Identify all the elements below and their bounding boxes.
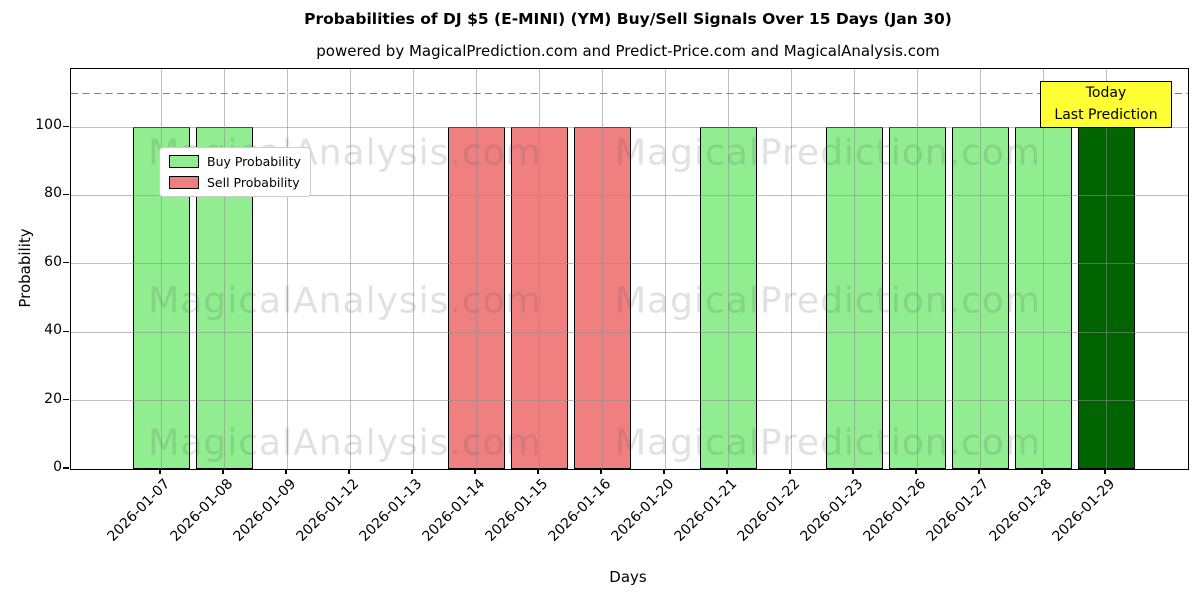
x-tick-label: 2026-01-29: [1049, 476, 1119, 545]
x-tick-label: 2026-01-12: [293, 476, 363, 545]
y-tick-mark: [63, 467, 69, 469]
gridline-vertical: [475, 69, 477, 469]
gridline-horizontal: [71, 263, 1188, 265]
y-tick-mark: [63, 399, 69, 401]
watermark-text: MagicalPrediction.com: [615, 280, 1041, 322]
x-tick-mark: [537, 469, 539, 474]
gridline-vertical: [979, 69, 981, 469]
x-tick-label: 2026-01-27: [923, 476, 993, 545]
x-tick-label: 2026-01-28: [986, 476, 1056, 545]
watermark-text: MagicalAnalysis.com: [148, 422, 542, 464]
x-tick-mark: [1041, 469, 1043, 474]
gridline-vertical: [286, 69, 288, 469]
x-tick-label: 2026-01-16: [545, 476, 615, 545]
sell-swatch-icon: [169, 176, 199, 189]
dashed-guideline: [71, 92, 1188, 95]
gridline-horizontal: [71, 400, 1188, 402]
x-tick-mark: [915, 469, 917, 474]
legend-label-sell: Sell Probability: [207, 175, 300, 190]
y-tick-mark: [63, 125, 69, 127]
buy-swatch-icon: [169, 155, 199, 168]
gridline-vertical: [160, 69, 162, 469]
y-tick-label: 80: [44, 185, 62, 202]
legend-label-buy: Buy Probability: [207, 154, 301, 169]
gridline-horizontal: [71, 194, 1188, 196]
x-tick-mark: [726, 469, 728, 474]
gridline-horizontal: [71, 126, 1188, 128]
gridline-vertical: [538, 69, 540, 469]
legend-item-buy: Buy Probability: [169, 154, 301, 169]
x-tick-mark: [474, 469, 476, 474]
y-tick-label: 100: [35, 117, 62, 134]
gridline-vertical: [412, 69, 414, 469]
y-tick-label: 20: [44, 390, 62, 407]
x-tick-mark: [411, 469, 413, 474]
gridline-vertical: [727, 69, 729, 469]
watermark-text: MagicalPrediction.com: [615, 422, 1041, 464]
x-tick-label: 2026-01-08: [167, 476, 237, 545]
watermark-text: MagicalAnalysis.com: [148, 280, 542, 322]
x-tick-mark: [285, 469, 287, 474]
x-tick-mark: [159, 469, 161, 474]
x-tick-label: 2026-01-23: [797, 476, 867, 545]
today-annotation-line1: Today: [1085, 85, 1127, 101]
watermark-text: MagicalPrediction.com: [615, 132, 1041, 174]
today-annotation-line2: Last Prediction: [1054, 106, 1158, 123]
legend-item-sell: Sell Probability: [169, 175, 301, 190]
x-tick-mark: [222, 469, 224, 474]
x-tick-label: 2026-01-14: [419, 476, 489, 545]
x-tick-label: 2026-01-26: [860, 476, 930, 545]
x-tick-label: 2026-01-09: [230, 476, 300, 545]
x-tick-label: 2026-01-15: [482, 476, 552, 545]
x-tick-mark: [663, 469, 665, 474]
gridline-vertical: [1042, 69, 1044, 469]
x-tick-mark: [1104, 469, 1106, 474]
x-tick-mark: [600, 469, 602, 474]
x-tick-mark: [852, 469, 854, 474]
x-tick-mark: [789, 469, 791, 474]
y-tick-mark: [63, 330, 69, 332]
gridline-vertical: [1105, 69, 1107, 469]
legend: Buy Probability Sell Probability: [159, 147, 311, 197]
chart-subtitle: powered by MagicalPrediction.com and Pre…: [316, 42, 940, 60]
y-tick-label: 40: [44, 322, 62, 339]
x-axis-label: Days: [609, 568, 647, 586]
gridline-vertical: [349, 69, 351, 469]
gridline-vertical: [853, 69, 855, 469]
y-tick-label: 0: [53, 459, 62, 475]
x-tick-label: 2026-01-13: [356, 476, 426, 545]
y-tick-mark: [63, 262, 69, 264]
y-tick-label: 60: [44, 253, 62, 270]
y-tick-mark: [63, 193, 69, 196]
x-tick-label: 2026-01-07: [104, 476, 174, 545]
gridline-vertical: [664, 69, 666, 469]
x-tick-label: 2026-01-22: [734, 476, 804, 545]
chart-title: Probabilities of DJ $5 (E-MINI) (YM) Buy…: [304, 10, 952, 28]
y-axis-label: Probability: [16, 228, 34, 308]
gridline-vertical: [223, 69, 225, 469]
x-tick-mark: [348, 469, 350, 474]
plot-area: MagicalAnalysis.com MagicalPrediction.com…: [70, 68, 1189, 470]
today-annotation: Today Last Prediction: [1040, 81, 1172, 129]
x-tick-mark: [978, 469, 980, 474]
gridline-vertical: [916, 69, 918, 469]
gridline-vertical: [601, 69, 603, 469]
gridline-vertical: [790, 69, 792, 469]
gridline-horizontal: [71, 331, 1188, 333]
